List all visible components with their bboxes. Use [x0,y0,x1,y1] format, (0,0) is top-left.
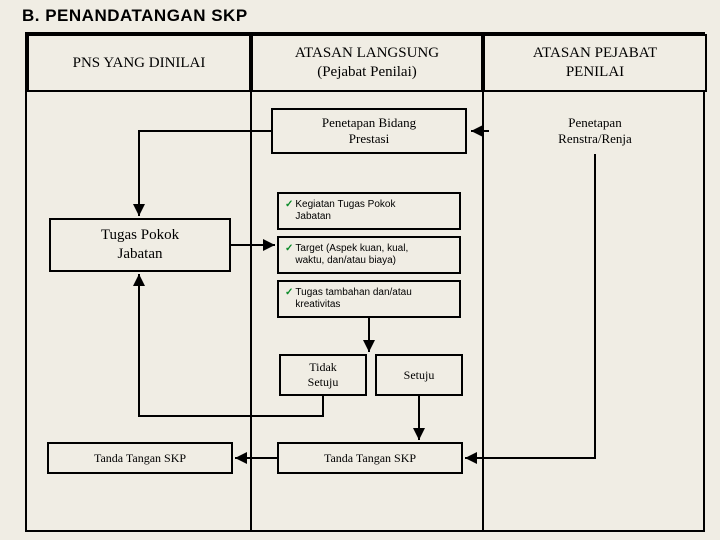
penetapan-bidang-l2: Prestasi [349,131,389,146]
check-icon: ✓ [285,243,293,254]
check-icon: ✓ [285,287,293,298]
node-tambahan: ✓Tugas tambahan dan/atau ✓kreativitas [277,280,461,318]
tugas-l1: Tugas Pokok [101,227,179,243]
diagram-frame: PNS YANG DINILAI ATASAN LANGSUNG (Pejaba… [25,32,705,532]
header-atasan-pejabat: ATASAN PEJABAT PENILAI [483,34,707,92]
target-l2: waktu, dan/atau biaya) [295,255,396,266]
header-atasan-langsung-line2: (Pejabat Penilai) [317,64,417,80]
node-setuju: Setuju [375,354,463,396]
kegiatan-l2: Jabatan [295,211,331,222]
setuju-text: Setuju [404,368,435,383]
header-atasan-pejabat-line1: ATASAN PEJABAT [533,45,657,61]
header-atasan-langsung: ATASAN LANGSUNG (Pejabat Penilai) [251,34,483,92]
header-pns-text: PNS YANG DINILAI [73,54,206,73]
section-title: B. PENANDATANGAN SKP [22,6,248,26]
penetapan-renja-l2: Renstra/Renja [558,131,632,146]
node-penetapan-renja: Penetapan Renstra/Renja [492,108,698,154]
node-tidak-setuju: Tidak Setuju [279,354,367,396]
kegiatan-l1: Kegiatan Tugas Pokok [295,199,395,210]
header-atasan-pejabat-line2: PENILAI [566,64,624,80]
tidak-l1: Tidak [309,360,337,374]
header-pns: PNS YANG DINILAI [27,34,251,92]
node-penetapan-bidang: Penetapan Bidang Prestasi [271,108,467,154]
penetapan-bidang-l1: Penetapan Bidang [322,115,416,130]
check-icon: ✓ [285,199,293,210]
header-atasan-langsung-line1: ATASAN LANGSUNG [295,45,439,61]
tambahan-l1: Tugas tambahan dan/atau [295,287,411,298]
ttd-mid-text: Tanda Tangan SKP [324,451,416,466]
tugas-l2: Jabatan [118,246,163,262]
node-ttd-left: Tanda Tangan SKP [47,442,233,474]
node-kegiatan: ✓Kegiatan Tugas Pokok ✓Jabatan [277,192,461,230]
node-target: ✓Target (Aspek kuan, kual, ✓waktu, dan/a… [277,236,461,274]
target-l1: Target (Aspek kuan, kual, [295,243,408,254]
tambahan-l2: kreativitas [295,299,340,310]
ttd-left-text: Tanda Tangan SKP [94,451,186,466]
tidak-l2: Setuju [308,375,339,389]
node-ttd-mid: Tanda Tangan SKP [277,442,463,474]
node-tugas-pokok: Tugas Pokok Jabatan [49,218,231,272]
penetapan-renja-l1: Penetapan [568,115,621,130]
